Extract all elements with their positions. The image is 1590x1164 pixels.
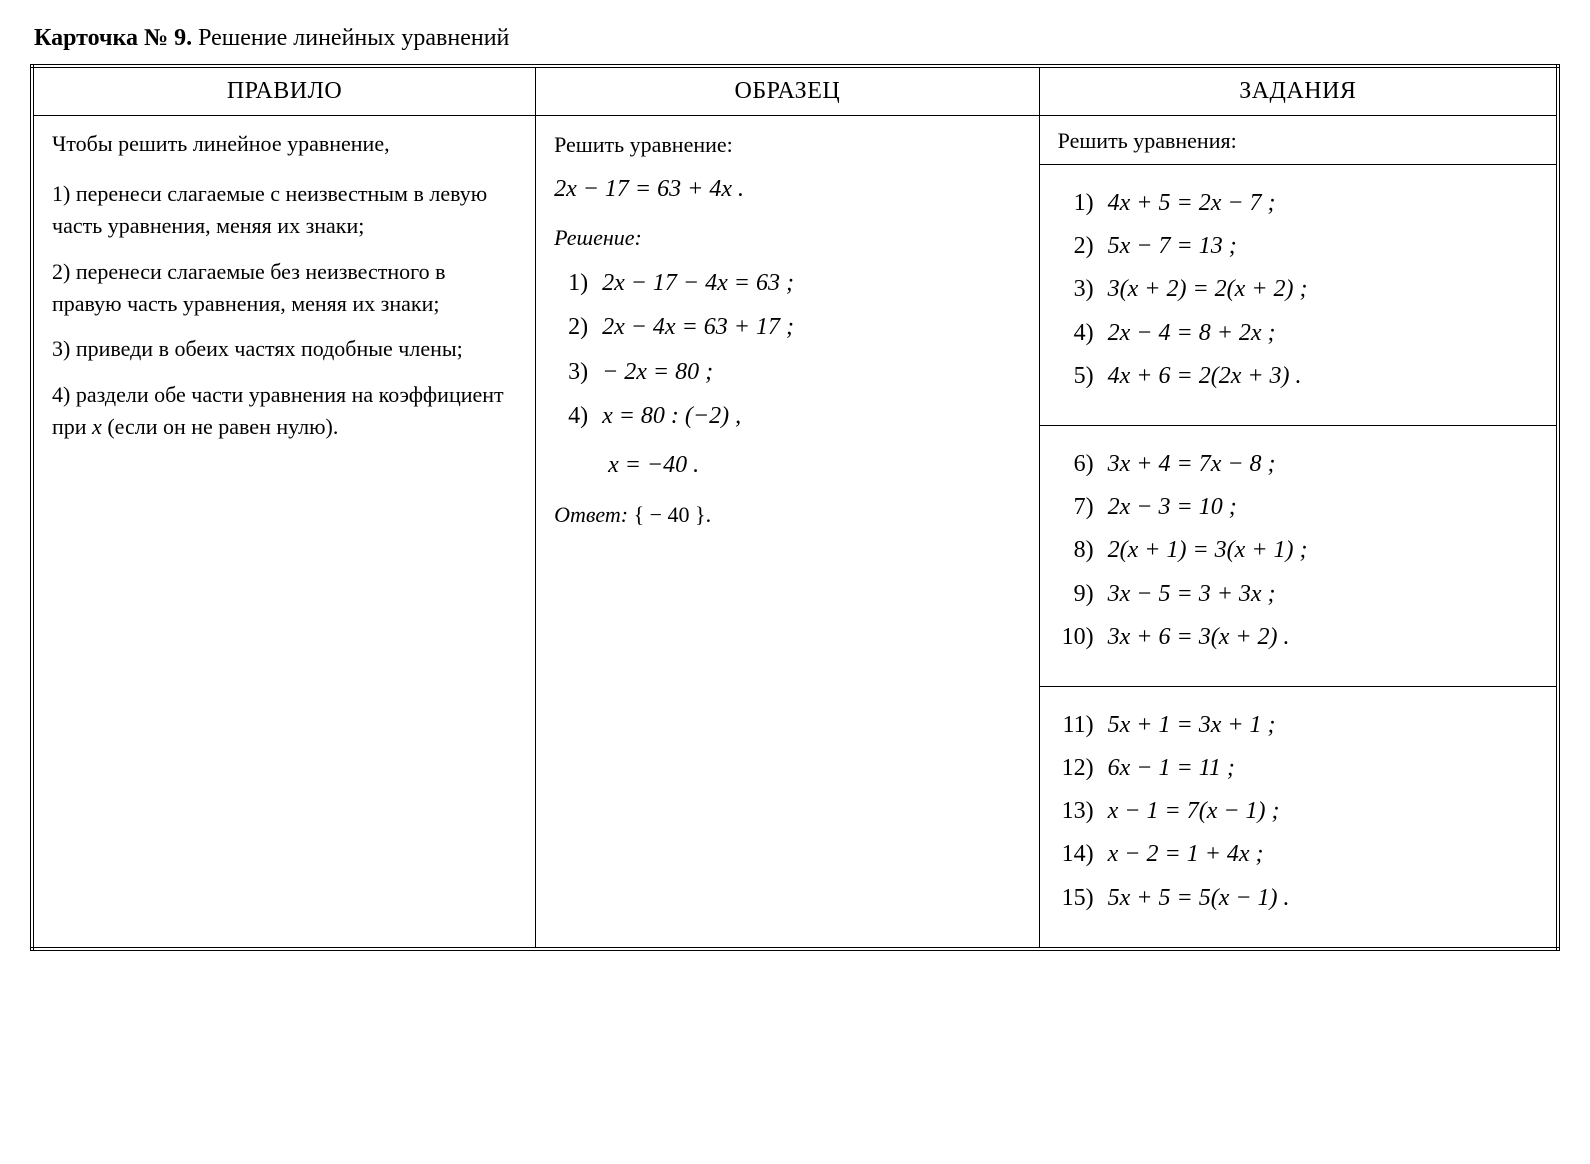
tasks-group-1: 1)4x + 5 = 2x − 7 ;2)5x − 7 = 13 ;3)3(x …: [1040, 165, 1556, 426]
task-equation: 3x − 5 = 3 + 3x ;: [1108, 576, 1546, 613]
task-equation: 4x + 6 = 2(2x + 3) .: [1108, 358, 1546, 395]
rule-step-3: 3) приведи в обеих частях подобные члены…: [52, 333, 517, 365]
task-line: 8)2(x + 1) = 3(x + 1) ;: [1050, 532, 1546, 569]
task-number: 14): [1050, 836, 1108, 873]
task-equation: 6x − 1 = 11 ;: [1108, 750, 1546, 787]
task-line: 15)5x + 5 = 5(x − 1) .: [1050, 880, 1546, 917]
task-line: 2)5x − 7 = 13 ;: [1050, 228, 1546, 265]
table-body-row: Чтобы решить линейное уравнение, 1) пере…: [32, 116, 1558, 949]
sample-step-eq: 2x − 4x = 63 + 17 ;: [602, 308, 794, 346]
tasks-label: Решить уравнения:: [1040, 116, 1556, 165]
rule-step-4-var: x: [92, 414, 102, 439]
sample-step: 1)2x − 17 − 4x = 63 ;: [568, 264, 1021, 302]
task-equation: 5x + 1 = 3x + 1 ;: [1108, 707, 1546, 744]
sample-equation: 2x − 17 = 63 + 4x .: [554, 171, 1021, 207]
task-line: 9)3x − 5 = 3 + 3x ;: [1050, 576, 1546, 613]
header-tasks: ЗАДАНИЯ: [1039, 66, 1558, 116]
task-number: 8): [1050, 532, 1108, 569]
task-equation: 2(x + 1) = 3(x + 1) ;: [1108, 532, 1546, 569]
rule-step-4b: (если он не равен нулю).: [102, 414, 339, 439]
task-equation: 3x + 6 = 3(x + 2) .: [1108, 619, 1546, 656]
sample-steps: 1)2x − 17 − 4x = 63 ; 2)2x − 4x = 63 + 1…: [568, 264, 1021, 436]
rule-step-2: 2) перенеси слагаемые без неизвестного в…: [52, 256, 517, 320]
rule-step-4: 4) раздели обе части уравнения на коэффи…: [52, 379, 517, 443]
sample-step: 3)− 2x = 80 ;: [568, 353, 1021, 391]
task-line: 3)3(x + 2) = 2(x + 2) ;: [1050, 271, 1546, 308]
worksheet-table: ПРАВИЛО ОБРАЗЕЦ ЗАДАНИЯ Чтобы решить лин…: [30, 64, 1560, 951]
sample-step: 2)2x − 4x = 63 + 17 ;: [568, 308, 1021, 346]
task-equation: 5x + 5 = 5(x − 1) .: [1108, 880, 1546, 917]
header-rule: ПРАВИЛО: [32, 66, 536, 116]
sample-cell: Решить уравнение: 2x − 17 = 63 + 4x . Ре…: [536, 116, 1040, 949]
task-equation: 3(x + 2) = 2(x + 2) ;: [1108, 271, 1546, 308]
task-number: 7): [1050, 489, 1108, 526]
tasks-group-2: 6)3x + 4 = 7x − 8 ;7)2x − 3 = 10 ;8)2(x …: [1040, 426, 1556, 687]
task-number: 4): [1050, 315, 1108, 352]
task-equation: x − 2 = 1 + 4x ;: [1108, 836, 1546, 873]
task-number: 15): [1050, 880, 1108, 917]
sample-step-final: x = −40 .: [608, 446, 1021, 484]
task-number: 6): [1050, 446, 1108, 483]
sample-step-eq: − 2x = 80 ;: [602, 353, 713, 391]
task-line: 5)4x + 6 = 2(2x + 3) .: [1050, 358, 1546, 395]
task-line: 11)5x + 1 = 3x + 1 ;: [1050, 707, 1546, 744]
task-line: 7)2x − 3 = 10 ;: [1050, 489, 1546, 526]
sample-answer: Ответ: { − 40 }.: [554, 498, 1021, 531]
task-line: 13)x − 1 = 7(x − 1) ;: [1050, 793, 1546, 830]
table-header-row: ПРАВИЛО ОБРАЗЕЦ ЗАДАНИЯ: [32, 66, 1558, 116]
task-line: 12)6x − 1 = 11 ;: [1050, 750, 1546, 787]
task-number: 2): [1050, 228, 1108, 265]
task-equation: 2x − 3 = 10 ;: [1108, 489, 1546, 526]
sample-step-eq: x = 80 : (−2) ,: [602, 397, 741, 435]
title-prefix: Карточка № 9.: [34, 25, 192, 51]
page-title: Карточка № 9. Решение линейных уравнений: [30, 25, 1560, 52]
task-number: 9): [1050, 576, 1108, 613]
sample-step: 4)x = 80 : (−2) ,: [568, 397, 1021, 435]
task-number: 3): [1050, 271, 1108, 308]
sample-answer-value: { − 40 }.: [628, 502, 711, 527]
rule-cell: Чтобы решить линейное уравнение, 1) пере…: [32, 116, 536, 949]
task-number: 12): [1050, 750, 1108, 787]
sample-solution-label: Решение:: [554, 221, 1021, 254]
tasks-group-3: 11)5x + 1 = 3x + 1 ;12)6x − 1 = 11 ;13)x…: [1040, 687, 1556, 947]
sample-answer-label: Ответ:: [554, 502, 628, 527]
task-number: 5): [1050, 358, 1108, 395]
task-equation: 4x + 5 = 2x − 7 ;: [1108, 185, 1546, 222]
task-number: 13): [1050, 793, 1108, 830]
task-equation: 5x − 7 = 13 ;: [1108, 228, 1546, 265]
sample-solve-label: Решить уравнение:: [554, 128, 1021, 161]
header-sample: ОБРАЗЕЦ: [536, 66, 1040, 116]
rule-intro: Чтобы решить линейное уравнение,: [52, 128, 517, 160]
task-equation: 3x + 4 = 7x − 8 ;: [1108, 446, 1546, 483]
task-line: 10)3x + 6 = 3(x + 2) .: [1050, 619, 1546, 656]
task-number: 11): [1050, 707, 1108, 744]
task-line: 1)4x + 5 = 2x − 7 ;: [1050, 185, 1546, 222]
task-number: 1): [1050, 185, 1108, 222]
task-line: 14)x − 2 = 1 + 4x ;: [1050, 836, 1546, 873]
task-number: 10): [1050, 619, 1108, 656]
sample-step-eq: 2x − 17 − 4x = 63 ;: [602, 264, 794, 302]
title-rest: Решение линейных уравнений: [192, 25, 509, 51]
task-line: 4)2x − 4 = 8 + 2x ;: [1050, 315, 1546, 352]
task-equation: x − 1 = 7(x − 1) ;: [1108, 793, 1546, 830]
tasks-cell: Решить уравнения: 1)4x + 5 = 2x − 7 ;2)5…: [1039, 116, 1558, 949]
task-line: 6)3x + 4 = 7x − 8 ;: [1050, 446, 1546, 483]
task-equation: 2x − 4 = 8 + 2x ;: [1108, 315, 1546, 352]
rule-step-1: 1) перенеси слагаемые с неизвестным в ле…: [52, 178, 517, 242]
